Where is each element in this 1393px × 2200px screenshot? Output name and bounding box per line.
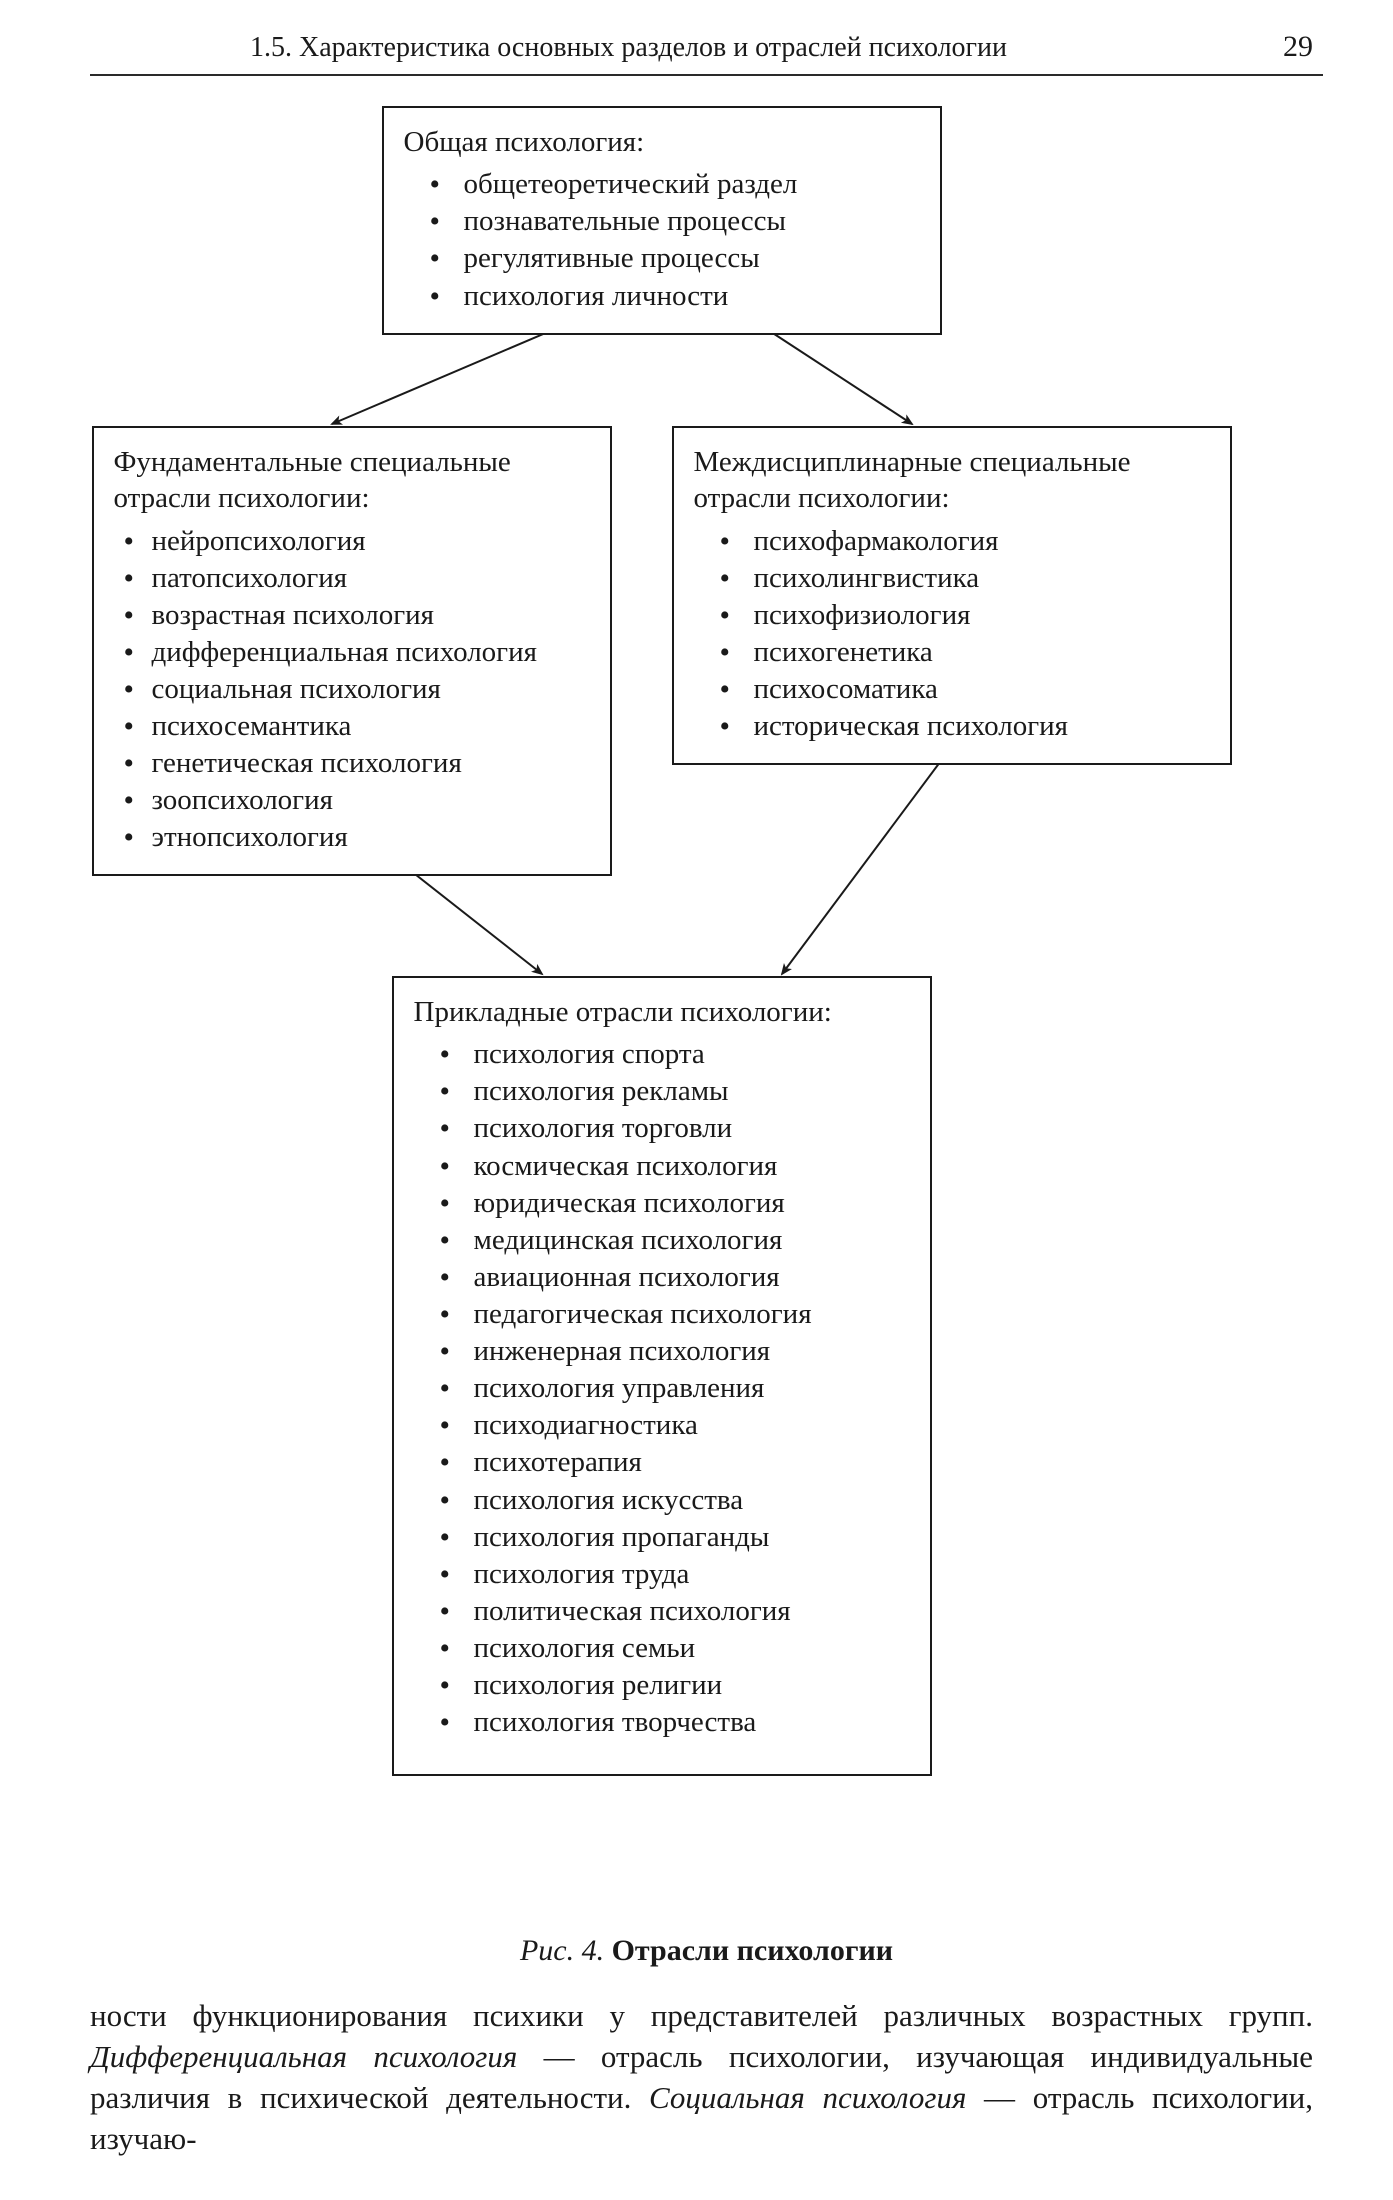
node-heading: Фундаментальные специальные отрасли псих… <box>114 444 590 517</box>
list-item: историческая психология <box>728 708 1210 745</box>
body-term: Дифференциальная психология <box>90 2039 517 2074</box>
node-right: Междисциплинарные специальные отрасли пс… <box>672 426 1232 765</box>
diagram-edge <box>332 326 562 424</box>
list-item: психология спорта <box>448 1036 910 1073</box>
list-item: психофизиология <box>728 597 1210 634</box>
list-item: общетеоретический раздел <box>438 166 920 203</box>
list-item: психология рекламы <box>448 1073 910 1110</box>
node-list: общетеоретический разделпознавательные п… <box>404 166 920 314</box>
header-rule <box>90 74 1323 76</box>
list-item: психология творчества <box>448 1704 910 1741</box>
list-item: психодиагностика <box>448 1407 910 1444</box>
body-text: ности функционирования психики у предста… <box>90 1998 1313 2033</box>
page: 1.5. Характеристика основных разделов и … <box>0 0 1393 2200</box>
diagram-edge <box>782 746 952 974</box>
figure-title: Отрасли психологии <box>612 1934 893 1967</box>
list-item: познавательные процессы <box>438 203 920 240</box>
running-head: 1.5. Характеристика основных разделов и … <box>90 30 1323 74</box>
list-item: психосемантика <box>124 708 590 745</box>
list-item: политическая психология <box>448 1593 910 1630</box>
list-item: психология управления <box>448 1370 910 1407</box>
list-item: медицинская психология <box>448 1222 910 1259</box>
node-list: нейропсихологияпатопсихологиявозрастная … <box>114 523 590 857</box>
list-item: психология торговли <box>448 1110 910 1147</box>
node-bottom: Прикладные отрасли психологии: психологи… <box>392 976 932 1776</box>
node-left: Фундаментальные специальные отрасли псих… <box>92 426 612 876</box>
list-item: психология личности <box>438 278 920 315</box>
list-item: психолингвистика <box>728 560 1210 597</box>
node-heading: Междисциплинарные специальные отрасли пс… <box>694 444 1210 517</box>
list-item: психотерапия <box>448 1444 910 1481</box>
list-item: психофармакология <box>728 523 1210 560</box>
diagram: Общая психология: общетеоретический разд… <box>92 106 1322 1926</box>
list-item: психология семьи <box>448 1630 910 1667</box>
list-item: психология пропаганды <box>448 1519 910 1556</box>
list-item: авиационная психология <box>448 1259 910 1296</box>
list-item: генетическая психология <box>124 745 590 782</box>
figure-label: Рис. 4. <box>520 1934 604 1967</box>
list-item: психология религии <box>448 1667 910 1704</box>
diagram-edge <box>762 326 912 424</box>
node-heading: Общая психология: <box>404 124 920 160</box>
list-item: нейропсихология <box>124 523 590 560</box>
list-item: этнопсихология <box>124 819 590 856</box>
list-item: регулятивные процессы <box>438 240 920 277</box>
list-item: юридическая психология <box>448 1185 910 1222</box>
list-item: патопсихология <box>124 560 590 597</box>
body-paragraph: ности функционирования психики у предста… <box>90 1996 1313 2160</box>
page-number: 29 <box>1283 30 1313 64</box>
list-item: дифференциальная психология <box>124 634 590 671</box>
list-item: социальная психология <box>124 671 590 708</box>
list-item: психология искусства <box>448 1482 910 1519</box>
list-item: педагогическая психология <box>448 1296 910 1333</box>
list-item: космическая психология <box>448 1148 910 1185</box>
node-root: Общая психология: общетеоретический разд… <box>382 106 942 335</box>
node-list: психофармакологияпсихолингвистикапсихофи… <box>694 523 1210 746</box>
list-item: зоопсихология <box>124 782 590 819</box>
figure-caption: Рис. 4. Отрасли психологии <box>90 1934 1323 1968</box>
list-item: психосоматика <box>728 671 1210 708</box>
node-heading: Прикладные отрасли психологии: <box>414 994 910 1030</box>
node-list: психология спортапсихология рекламыпсихо… <box>414 1036 910 1741</box>
list-item: психология труда <box>448 1556 910 1593</box>
list-item: психогенетика <box>728 634 1210 671</box>
list-item: возрастная психология <box>124 597 590 634</box>
body-term: Социальная психология <box>649 2080 966 2115</box>
list-item: инженерная психология <box>448 1333 910 1370</box>
section-title: 1.5. Характеристика основных разделов и … <box>250 32 1007 64</box>
